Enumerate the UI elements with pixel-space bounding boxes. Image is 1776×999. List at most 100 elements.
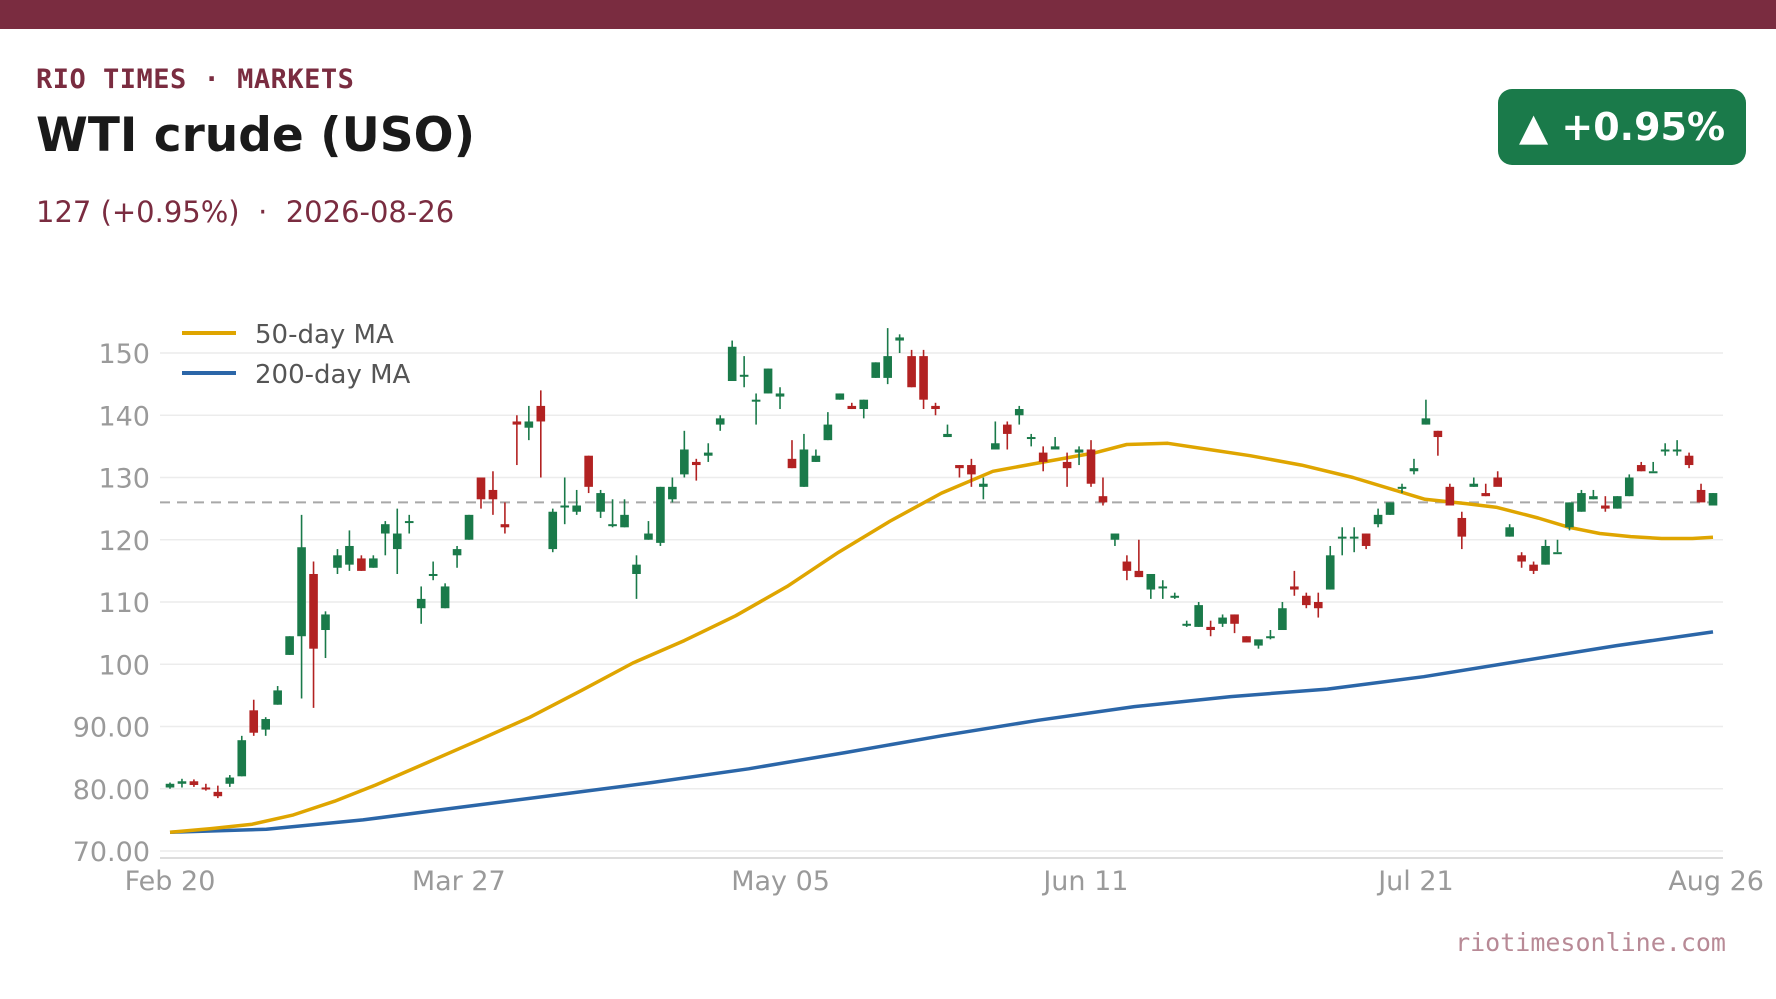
candle — [1337, 527, 1347, 556]
candle — [1206, 620, 1215, 637]
candle-body — [727, 346, 737, 382]
candle — [428, 561, 438, 581]
candle-body — [1110, 533, 1120, 540]
candle — [1529, 561, 1538, 574]
candle — [1660, 443, 1670, 456]
candle — [1313, 592, 1323, 618]
candle — [715, 415, 725, 431]
candle — [1158, 580, 1168, 599]
candle — [644, 521, 653, 540]
candle — [919, 349, 928, 410]
candle-body — [1577, 493, 1586, 512]
candle — [404, 514, 414, 534]
candle-body — [273, 690, 282, 705]
candle-body — [1672, 449, 1682, 452]
candle-body — [572, 505, 581, 512]
candle-body — [1134, 570, 1144, 578]
candle — [979, 477, 988, 500]
candle-body — [1278, 608, 1287, 631]
candle — [883, 328, 892, 385]
candle-body — [536, 405, 546, 422]
candle — [955, 465, 964, 478]
candle — [225, 775, 235, 787]
candle-body — [428, 573, 438, 576]
candle-body — [1074, 449, 1084, 453]
candle-body — [1050, 446, 1060, 450]
candle — [1409, 458, 1419, 475]
candle-body — [775, 393, 785, 397]
candle — [1098, 477, 1108, 506]
change-badge: ▲ +0.95% — [1498, 89, 1746, 165]
candle — [931, 402, 940, 416]
candle-body — [656, 486, 665, 543]
x-tick-label: Mar 27 — [412, 866, 506, 897]
candle-body — [1254, 639, 1263, 646]
candle — [357, 555, 366, 571]
price-line: 127 (+0.95%) · 2026-08-26 — [36, 195, 454, 229]
candle — [536, 390, 546, 478]
candle-body — [871, 362, 881, 378]
candle-body — [1541, 545, 1550, 565]
candle-body — [1206, 626, 1215, 631]
legend-label-ma50: 50-day MA — [255, 320, 394, 350]
separator-dot: · — [258, 195, 268, 229]
candle — [440, 583, 450, 609]
candle — [847, 402, 857, 410]
candle — [213, 785, 223, 799]
candle-body — [703, 452, 713, 456]
candle — [668, 477, 677, 503]
candle — [321, 611, 330, 659]
candle — [620, 499, 629, 528]
candle — [1242, 636, 1251, 643]
candle-body — [991, 443, 1000, 450]
candle — [1433, 430, 1443, 456]
candle — [1074, 446, 1084, 466]
candle — [727, 340, 737, 382]
candle-body — [680, 449, 689, 475]
candle — [691, 458, 701, 481]
candle — [572, 489, 581, 515]
candle-body — [1194, 605, 1203, 627]
candle — [1385, 502, 1395, 515]
as-of-date: 2026-08-26 — [285, 195, 455, 229]
candle — [739, 356, 749, 388]
candle-body — [895, 337, 904, 341]
candle — [871, 362, 881, 378]
candle-body — [488, 489, 498, 500]
candle-body — [416, 598, 426, 609]
candle-body — [799, 449, 809, 487]
candle-body — [1433, 430, 1443, 438]
candle-body — [404, 521, 414, 524]
candle-body — [225, 777, 235, 784]
candle-body — [1481, 493, 1491, 497]
candle — [392, 508, 402, 574]
brand-label: RIO TIMES · MARKETS — [36, 64, 355, 95]
candle — [703, 443, 713, 462]
candle — [560, 477, 570, 525]
candle-body — [1014, 409, 1024, 416]
x-tick-label: Jun 11 — [1041, 866, 1128, 897]
candle — [416, 586, 426, 624]
candle — [1254, 639, 1263, 649]
candle — [1373, 508, 1383, 528]
candle-body — [1313, 602, 1323, 609]
candle-body — [201, 787, 211, 790]
candle — [1421, 399, 1431, 425]
candle-body — [309, 573, 318, 649]
candle-body — [321, 614, 330, 631]
candle-body — [1601, 505, 1610, 509]
candle — [261, 717, 270, 736]
legend: 50-day MA 200-day MA — [182, 320, 411, 390]
candle — [500, 502, 510, 534]
candle-body — [1349, 536, 1359, 539]
candle — [1290, 570, 1299, 596]
candle-body — [1517, 555, 1526, 562]
candle — [1696, 483, 1706, 503]
candle — [799, 433, 809, 487]
candle — [656, 486, 665, 546]
candle — [632, 555, 641, 599]
candle — [1325, 545, 1335, 590]
candle — [1002, 421, 1012, 450]
candle — [787, 440, 797, 469]
candle-body — [1660, 449, 1670, 452]
